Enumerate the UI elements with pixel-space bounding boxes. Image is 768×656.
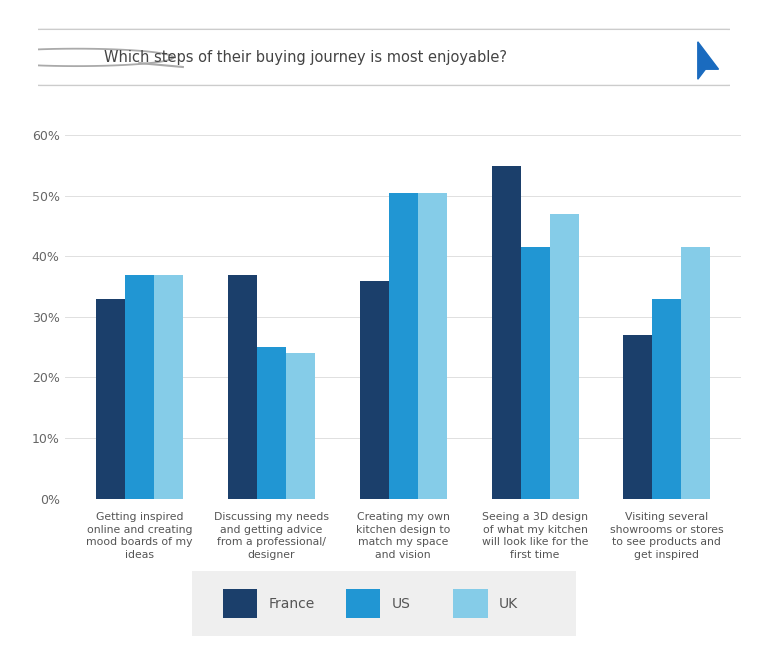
- Text: US: US: [392, 596, 411, 611]
- Bar: [624, 335, 652, 499]
- Bar: [652, 298, 681, 499]
- Bar: [492, 165, 521, 499]
- Text: UK: UK: [499, 596, 518, 611]
- Bar: [125, 274, 154, 499]
- Text: Which steps of their buying journey is most enjoyable?: Which steps of their buying journey is m…: [104, 50, 507, 65]
- FancyBboxPatch shape: [188, 570, 580, 637]
- Bar: [359, 281, 389, 499]
- Bar: [228, 274, 257, 499]
- Bar: [154, 274, 183, 499]
- Bar: [257, 347, 286, 499]
- FancyBboxPatch shape: [453, 589, 488, 618]
- FancyBboxPatch shape: [346, 589, 380, 618]
- Bar: [418, 193, 447, 499]
- Bar: [681, 247, 710, 499]
- Bar: [286, 353, 315, 499]
- Text: France: France: [269, 596, 315, 611]
- Bar: [389, 193, 418, 499]
- FancyBboxPatch shape: [22, 30, 747, 85]
- Polygon shape: [698, 42, 719, 79]
- Bar: [521, 247, 550, 499]
- FancyBboxPatch shape: [223, 589, 257, 618]
- Bar: [96, 298, 125, 499]
- Bar: [550, 214, 578, 499]
